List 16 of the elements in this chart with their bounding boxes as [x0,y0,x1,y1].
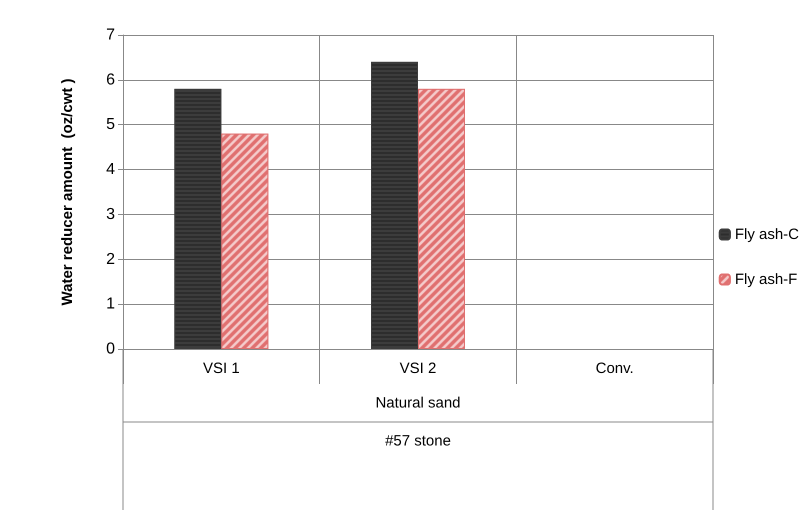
y-axis-title: Water reducer amount (oz/cwt ) [59,78,76,306]
legend-label: Fly ash-F [734,271,798,288]
y-tick-label: 5 [106,116,116,134]
y-tick-label: 3 [106,206,116,223]
y-tick-label: 7 [106,26,116,44]
text: Natural sand [375,394,461,412]
x-tick-label: Conv. [596,360,634,377]
text: #57 stone [385,432,451,450]
x-tick-label: VSI 2 [400,360,436,377]
y-tick-label: 1 [106,296,116,313]
legend-label: Fly ash-C [734,226,800,243]
x-tick-label: VSI 1 [202,360,240,377]
y-tick-label: 4 [106,161,116,178]
y-tick-label: 0 [106,340,116,358]
y-tick-label: 6 [106,71,116,88]
y-tick-label: 2 [106,250,116,268]
